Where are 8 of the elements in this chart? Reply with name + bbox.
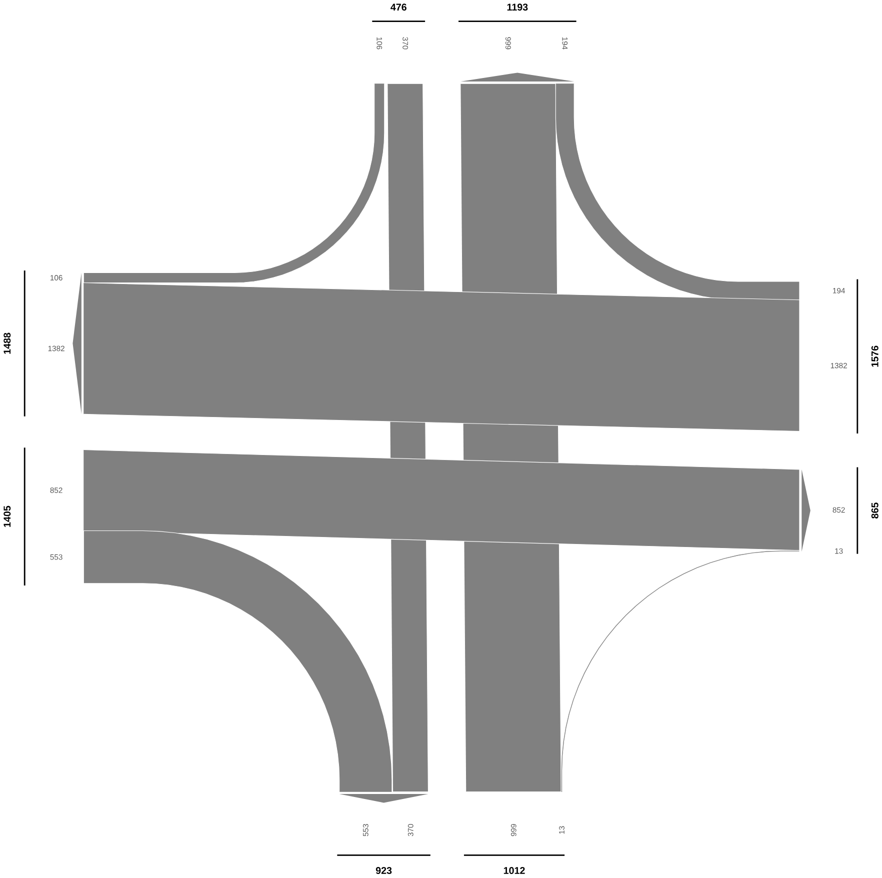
text: 923	[376, 867, 392, 874]
text: 1193	[507, 4, 528, 11]
text: 1012	[504, 867, 525, 874]
text: 865	[871, 502, 878, 519]
text: 476	[390, 4, 406, 11]
text: 1576	[871, 346, 878, 367]
text: 1405	[4, 506, 11, 528]
text: 1488	[4, 332, 11, 354]
